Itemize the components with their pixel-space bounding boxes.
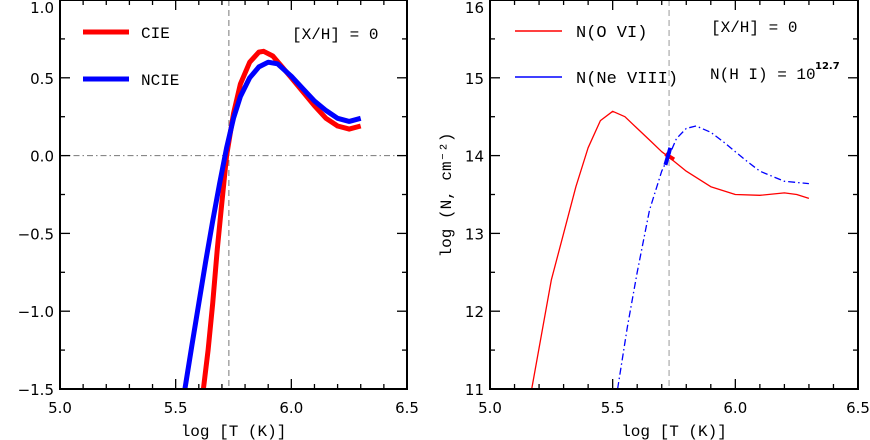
x-tick-label: 6.5 xyxy=(395,399,419,417)
x-tick-label: 5.5 xyxy=(601,399,625,417)
y-tick-label: 11 xyxy=(465,381,484,399)
y-tick-label: 15 xyxy=(465,70,484,88)
y-tick-label: 12 xyxy=(465,303,484,321)
series-line-cie xyxy=(200,48,362,389)
annotation-hi-column: N(H I) = 10 xyxy=(710,66,816,84)
y-tick-label: −0.5 xyxy=(18,225,54,243)
legend-label: CIE xyxy=(141,25,170,43)
plot-frame xyxy=(59,0,408,390)
legend-label: N(Ne VIII) xyxy=(576,70,678,89)
y-tick-label: −1.5 xyxy=(18,381,54,399)
y-tick-label: 13 xyxy=(465,225,484,243)
legend-label: N(O VI) xyxy=(576,24,647,43)
y-tick-label: 16 xyxy=(465,0,484,17)
annotation-metallicity: [X/H] = 0 xyxy=(292,26,378,44)
y-tick-label: 14 xyxy=(465,148,484,166)
x-tick-label: 5.0 xyxy=(48,399,72,417)
y-axis-label: log (N, cm⁻²) xyxy=(438,133,456,258)
x-axis-label: log [T (K)] xyxy=(621,423,727,440)
series-line-n-ne-viii- xyxy=(616,125,809,389)
annotation-hi-exponent: 12.7 xyxy=(815,61,840,72)
x-tick-label: 5.0 xyxy=(478,399,502,417)
panel-2: N(O VI) N(Ne VIII) 5.0 5.5 6.0 6.5 11 12 13 14 15 1… xyxy=(438,0,870,440)
plot-frame xyxy=(489,0,859,390)
x-tick-label: 6.0 xyxy=(279,399,303,417)
y-tick-label: −1.0 xyxy=(18,303,54,321)
x-tick-label: 5.5 xyxy=(164,399,188,417)
y-tick-label: 0.5 xyxy=(30,70,54,88)
annotation-metallicity: [X/H] = 0 xyxy=(711,19,797,37)
panel-1: CIE NCIE 5.0 5.5 6.0 6.5 −1.5 −1.0 −0.5 0.0 0.5 1.0… xyxy=(18,0,419,440)
neviii-highlight-marker xyxy=(663,147,673,166)
series-line-ncie xyxy=(182,59,362,389)
legend-label: NCIE xyxy=(141,72,179,90)
x-tick-label: 6.0 xyxy=(723,399,747,417)
x-tick-label: 6.5 xyxy=(846,399,870,417)
y-tick-label: 1.0 xyxy=(30,0,54,17)
x-axis-label: log [T (K)] xyxy=(181,423,287,440)
series-line-n-o-vi- xyxy=(531,110,810,389)
y-tick-label: 0.0 xyxy=(30,148,54,166)
